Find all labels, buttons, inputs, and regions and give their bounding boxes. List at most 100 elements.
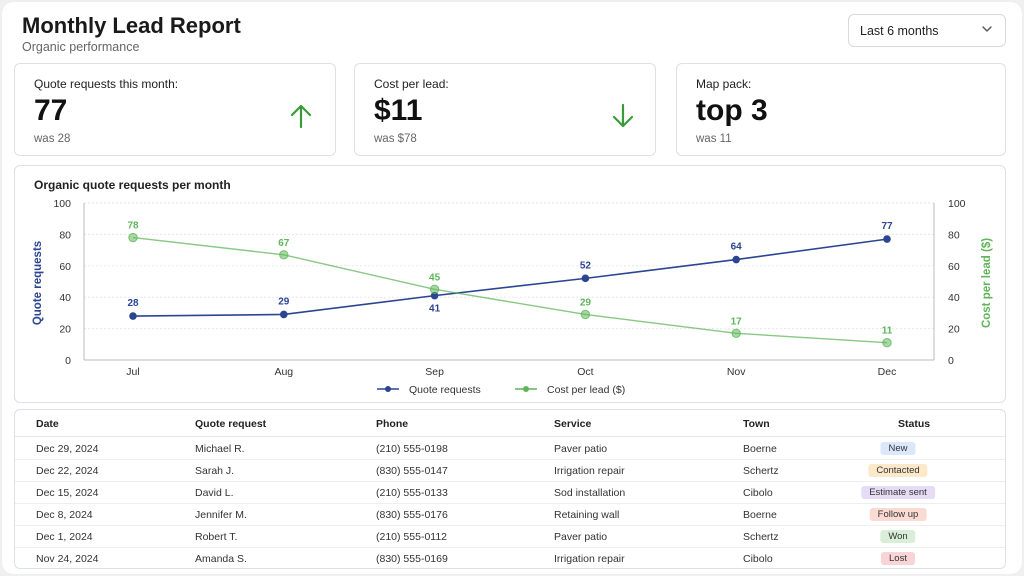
data-label: 45 (429, 272, 441, 283)
y-axis-label-left: Quote requests (32, 241, 44, 325)
kpi-value: top 3 (696, 94, 768, 127)
x-tick-label: Aug (274, 366, 293, 378)
arrow-down-icon (612, 103, 634, 128)
table-row[interactable]: Dec 1, 2024 Robert T. (210) 555-0112 Paver … (15, 526, 1005, 548)
cell-date: Dec 15, 2024 (36, 487, 99, 499)
data-point (580, 309, 591, 320)
y-tick-right: 0 (948, 355, 954, 367)
kpi-previous: was $78 (374, 133, 417, 145)
data-point (581, 274, 590, 283)
table-row[interactable]: Dec 8, 2024 Jennifer M. (830) 555-0176 Reta… (15, 504, 1005, 526)
y-tick-left: 60 (59, 261, 71, 273)
cell-phone: (830) 555-0147 (376, 465, 448, 477)
data-point (429, 284, 440, 295)
cell-name: Sarah J. (195, 465, 235, 477)
status-badge: New (880, 442, 916, 455)
status-badge: Won (880, 530, 916, 543)
kpi-card-quote-requests: Quote requests this month: 77 was 28 (14, 63, 336, 156)
kpi-value: $11 (374, 94, 423, 127)
cell-service: Paver patio (554, 443, 608, 455)
table-row[interactable]: Dec 22, 2024 Sarah J. (830) 555-0147 Irriga… (15, 460, 1005, 482)
cell-town: Boerne (743, 443, 777, 455)
status-badge: Estimate sent (861, 486, 935, 499)
status-badge: Follow up (869, 508, 927, 521)
data-label: 77 (881, 221, 893, 232)
cell-phone: (210) 555-0133 (376, 487, 448, 499)
cell-town: Schertz (743, 531, 779, 543)
table-header: Date Quote request Phone Service Town St… (15, 410, 1005, 437)
date-range-select[interactable]: Last 6 months (848, 14, 1006, 47)
kpi-label: Map pack: (696, 77, 752, 91)
kpi-previous: was 11 (696, 133, 732, 145)
data-label: 78 (127, 221, 139, 232)
y-tick-right: 40 (948, 292, 960, 304)
data-point (129, 312, 137, 320)
date-range-value: Last 6 months (860, 23, 939, 38)
data-point (128, 232, 138, 243)
x-tick-label: Nov (727, 366, 746, 378)
table-row[interactable]: Dec 29, 2024 Michael R. (210) 555-0198 Pave… (15, 438, 1005, 460)
data-label: 41 (429, 304, 441, 315)
cell-date: Dec 22, 2024 (36, 465, 99, 477)
series-line-cost-per-lead (132, 236, 888, 344)
kpi-previous: was 28 (34, 133, 71, 145)
data-point (279, 250, 289, 260)
kpi-label: Quote requests this month: (34, 77, 179, 91)
data-label: 52 (580, 260, 592, 271)
chart-title: Organic quote requests per month (34, 178, 231, 192)
data-label: 11 (882, 326, 893, 337)
cell-service: Irrigation repair (554, 465, 625, 477)
column-header-phone[interactable]: Phone (376, 418, 409, 430)
column-header-service[interactable]: Service (554, 418, 592, 430)
table-row[interactable]: Nov 24, 2024 Amanda S. (830) 555-0169 Irrig… (15, 548, 1005, 568)
cell-name: David L. (195, 487, 234, 499)
data-label: 29 (278, 296, 290, 307)
y-tick-left: 20 (59, 324, 71, 336)
data-point (883, 235, 891, 243)
x-tick-label: Dec (878, 366, 897, 378)
column-header-quote-request[interactable]: Quote request (195, 418, 267, 430)
data-point (430, 291, 439, 300)
legend-swatch-marker (385, 386, 391, 392)
x-tick-label: Sep (425, 366, 444, 378)
data-label: 29 (580, 297, 592, 308)
status-badge: Lost (881, 552, 915, 565)
data-label: 64 (731, 242, 743, 253)
chevron-down-icon (982, 26, 992, 32)
cell-service: Retaining wall (554, 509, 620, 521)
cell-date: Dec 29, 2024 (36, 443, 99, 455)
column-header-date[interactable]: Date (36, 418, 59, 430)
legend-swatch-marker (523, 386, 529, 392)
y-tick-right: 20 (948, 324, 960, 336)
column-header-status[interactable]: Status (898, 418, 931, 430)
y-tick-left: 0 (65, 355, 71, 367)
data-label: 28 (127, 298, 139, 309)
cell-phone: (830) 555-0169 (376, 553, 448, 565)
legend-label: Cost per lead ($) (547, 384, 625, 396)
cell-phone: (830) 555-0176 (376, 509, 448, 521)
y-tick-left: 40 (59, 292, 71, 304)
cell-town: Cibolo (743, 487, 773, 499)
data-label: 67 (278, 238, 290, 249)
y-tick-left: 100 (53, 198, 71, 210)
page-subtitle: Organic performance (22, 40, 140, 54)
page-title: Monthly Lead Report (22, 13, 241, 38)
series-line-quote-requests (132, 238, 888, 317)
y-tick-left: 80 (59, 229, 71, 241)
cell-phone: (210) 555-0198 (376, 443, 448, 455)
chart-panel: Organic quote requests per month 0 0 20 20 4… (14, 165, 1006, 403)
data-point (882, 338, 892, 348)
y-tick-right: 60 (948, 261, 960, 273)
cell-name: Jennifer M. (195, 509, 247, 521)
data-point (280, 310, 288, 319)
kpi-card-map-pack: Map pack: top 3 was 11 (676, 63, 1006, 156)
column-header-town[interactable]: Town (743, 418, 770, 430)
status-badge: Contacted (868, 464, 928, 477)
line-chart: 0 0 20 20 40 40 60 60 80 80 100 100 Jul Aug Sep Oct Nov D… (32, 198, 993, 396)
table-row[interactable]: Dec 15, 2024 David L. (210) 555-0133 Sod in… (15, 482, 1005, 504)
cell-service: Irrigation repair (554, 553, 625, 565)
cell-date: Dec 8, 2024 (36, 509, 93, 521)
cell-name: Robert T. (195, 531, 238, 543)
cell-phone: (210) 555-0112 (376, 531, 448, 543)
kpi-label: Cost per lead: (374, 77, 449, 91)
